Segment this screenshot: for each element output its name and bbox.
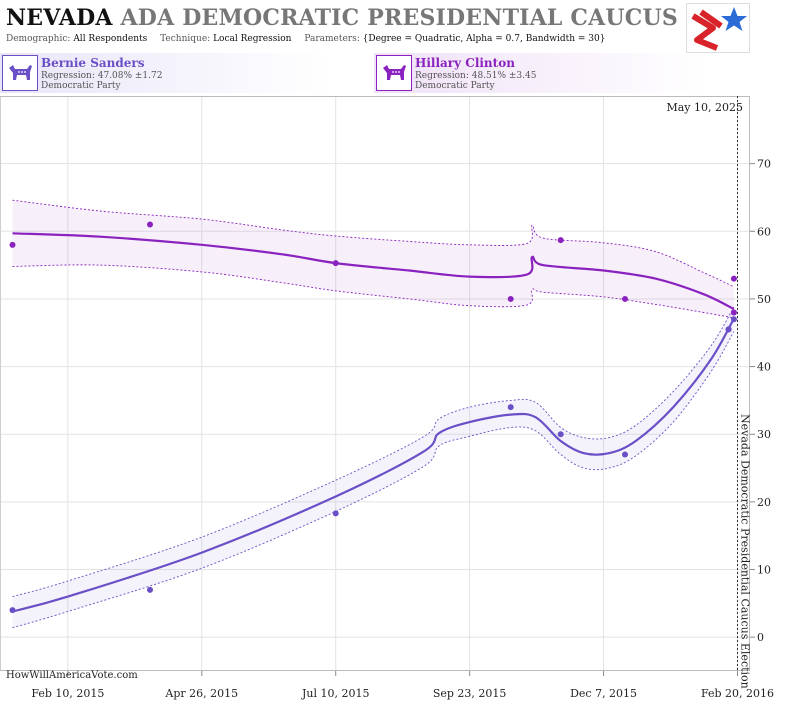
current-date-label: May 10, 2025 — [666, 101, 743, 114]
poll-point[interactable] — [557, 237, 564, 244]
y-tick-label: 0 — [757, 631, 764, 644]
y-tick-label: 30 — [757, 428, 771, 441]
x-tick-label: Apr 26, 2015 — [164, 687, 238, 700]
poll-point[interactable] — [507, 295, 514, 302]
page-title: NEVADA ADA DEMOCRATIC PRESIDENTIAL CAUCU… — [6, 5, 748, 31]
x-tick-label: Feb 20, 2016 — [701, 687, 774, 700]
confidence-band — [12, 307, 734, 628]
poll-point[interactable] — [9, 607, 16, 614]
candidate-name: Bernie Sanders — [41, 56, 145, 70]
poll-point[interactable] — [9, 241, 16, 248]
candidate-regression: Regression: 48.51% ±3.45 — [415, 71, 537, 81]
poll-point[interactable] — [725, 326, 732, 333]
upper-bound-line — [12, 306, 735, 598]
candidate-name: Hillary Clinton — [415, 56, 515, 70]
x-tick-label: Dec 7, 2015 — [570, 687, 637, 700]
watermark: HowWillAmericaVote.com — [6, 670, 138, 681]
candidate-legend: Bernie Sanders Regression: 47.08% ±1.72 … — [0, 53, 789, 93]
star-flag-logo-icon[interactable] — [686, 3, 750, 53]
trend-line — [12, 318, 735, 613]
y-axis: 0 10 20 30 40 50 60 70 — [750, 158, 771, 644]
parameters-label: Parameters: — [304, 34, 360, 44]
x-tick-label: Sep 23, 2015 — [433, 687, 507, 700]
plot-frame — [0, 96, 750, 671]
chart-header: NEVADA ADA DEMOCRATIC PRESIDENTIAL CAUCU… — [0, 0, 789, 53]
x-tick-label: Feb 10, 2015 — [31, 687, 104, 700]
poll-point[interactable] — [557, 431, 564, 438]
confidence-bands — [12, 199, 735, 629]
lower-bound-line — [12, 331, 735, 629]
y-tick-label: 60 — [757, 225, 771, 238]
x-axis: Feb 10, 2015 Apr 26, 2015 Jul 10, 2015 Sep … — [31, 671, 774, 700]
candidate-party: Democratic Party — [415, 81, 495, 91]
title-rest: ADA DEMOCRATIC PRESIDENTIAL CAUCUS 2016 — [120, 5, 748, 31]
poll-points — [9, 221, 737, 614]
title-state: NEVADA — [6, 5, 113, 31]
y-tick-label: 70 — [757, 158, 771, 171]
poll-point[interactable] — [507, 404, 514, 411]
poll-point[interactable] — [147, 221, 153, 228]
election-day-label: Nevada Democratic Presidential Caucus El… — [739, 414, 752, 689]
y-tick-label: 10 — [757, 564, 771, 577]
parameters-value: {Degree = Quadratic, Alpha = 0.7, Bandwi… — [362, 34, 606, 44]
candidate-party: Democratic Party — [41, 81, 121, 91]
lower-bound-line — [12, 264, 734, 319]
y-tick-label: 20 — [757, 496, 771, 509]
poll-point[interactable] — [622, 451, 628, 458]
poll-point[interactable] — [730, 309, 737, 316]
demographic-value: All Respondents — [73, 34, 148, 44]
confidence-band — [12, 200, 734, 318]
trend-lines — [12, 232, 735, 613]
donkey-icon — [2, 55, 38, 91]
poll-point[interactable] — [147, 586, 153, 593]
poll-chart: Feb 10, 2015 Apr 26, 2015 Jul 10, 2015 Sep … — [0, 96, 774, 700]
upper-bound-line — [12, 199, 735, 288]
donkey-icon — [376, 55, 412, 91]
demographic-label: Demographic: — [6, 34, 71, 44]
parameters-line: Demographic: All Respondents Technique: … — [6, 34, 615, 44]
poll-point[interactable] — [730, 316, 737, 323]
technique-value: Local Regression — [213, 34, 292, 44]
poll-point[interactable] — [332, 510, 339, 517]
trend-line — [12, 232, 735, 311]
poll-point[interactable] — [622, 295, 628, 302]
poll-point[interactable] — [332, 260, 339, 267]
technique-label: Technique: — [160, 34, 211, 44]
y-tick-label: 50 — [757, 293, 771, 306]
y-tick-label: 40 — [757, 361, 771, 374]
poll-point[interactable] — [730, 275, 737, 282]
candidate-regression: Regression: 47.08% ±1.72 — [41, 71, 163, 81]
x-tick-label: Jul 10, 2015 — [301, 687, 370, 700]
